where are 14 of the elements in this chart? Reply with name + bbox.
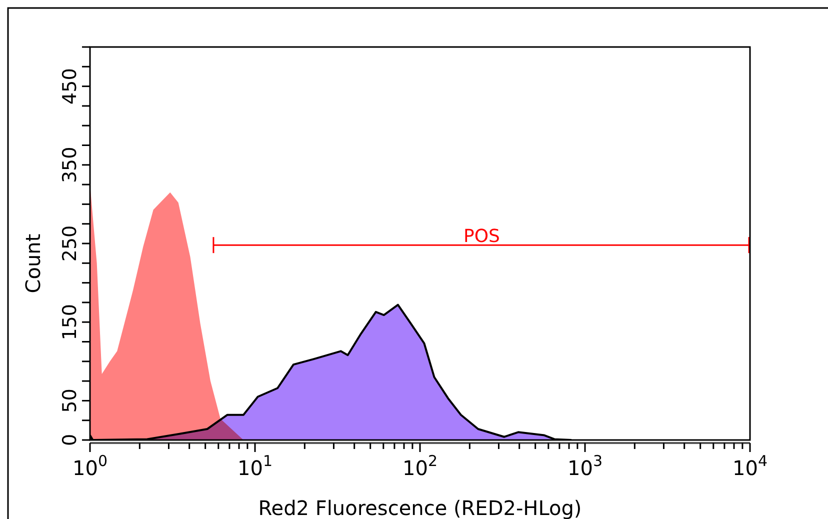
x-tick-label: 10$^{1}$ [238,452,272,480]
x-tick-label: 10$^{0}$ [72,452,108,480]
x-tick-label: 10$^{4}$ [732,452,768,480]
series-label: POS [464,226,500,248]
x-tick-label: 10$^{2}$ [402,452,438,480]
y-tick-label: 350 [59,146,81,184]
x-tick-label: 10$^{3}$ [568,452,602,480]
x-axis-title: Red2 Fluorescence (RED2-HLog) [258,496,582,519]
y-tick-label: 150 [59,304,81,340]
y-axis-title: Count [21,234,45,294]
y-tick-label: 50 [59,388,81,413]
y-tick-label: 450 [59,68,81,104]
y-tick-label: 0 [59,434,81,446]
y-tick-label: 250 [59,225,81,262]
